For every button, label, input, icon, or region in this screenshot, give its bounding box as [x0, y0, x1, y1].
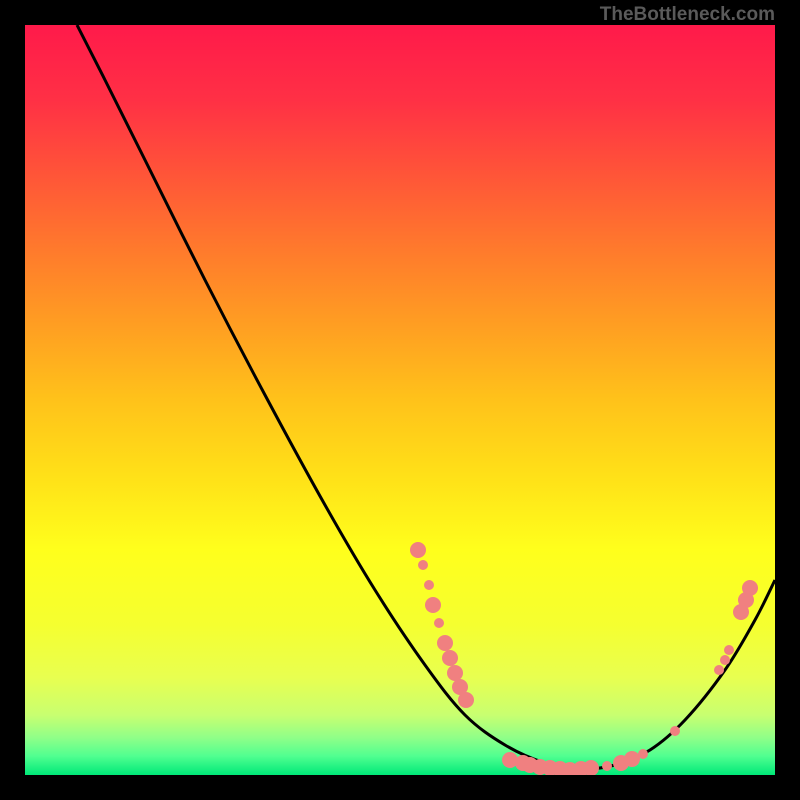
data-marker [714, 665, 724, 675]
data-marker [434, 618, 444, 628]
data-marker [720, 655, 730, 665]
data-marker [410, 542, 426, 558]
data-marker [724, 645, 734, 655]
gradient-background [25, 25, 775, 775]
data-marker [424, 580, 434, 590]
data-marker [437, 635, 453, 651]
data-marker [638, 749, 648, 759]
data-marker [442, 650, 458, 666]
data-marker [425, 597, 441, 613]
chart-svg [25, 25, 775, 775]
data-marker [447, 665, 463, 681]
watermark-text: TheBottleneck.com [600, 4, 775, 26]
data-marker [602, 761, 612, 771]
plot-area [25, 25, 775, 775]
data-marker [742, 580, 758, 596]
data-marker [670, 726, 680, 736]
data-marker [458, 692, 474, 708]
chart-container: TheBottleneck.com [0, 0, 800, 800]
data-marker [624, 751, 640, 767]
data-marker [418, 560, 428, 570]
